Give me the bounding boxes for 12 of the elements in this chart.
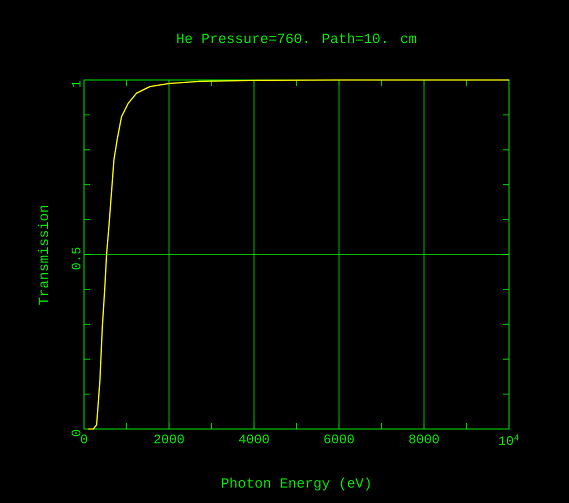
y-tick-label: 0: [72, 430, 80, 436]
x-tick-label: 10$^{4}$: [499, 434, 519, 446]
x-axis-title: Photon Energy (eV): [222, 477, 370, 491]
y-axis-title: Transmission: [38, 206, 48, 305]
x-tick-label: 8000: [409, 434, 439, 444]
x-tick-label: 2000: [154, 434, 184, 444]
y-tick-label: 0.5: [72, 248, 80, 270]
x-tick-label: 0: [80, 434, 88, 444]
x-tick-label: 4000: [239, 434, 269, 444]
y-tick-label: 1: [72, 80, 80, 87]
chart-title: He Pressure=760. Path=10. cm: [177, 32, 416, 44]
x-tick-label: 6000: [324, 434, 354, 444]
